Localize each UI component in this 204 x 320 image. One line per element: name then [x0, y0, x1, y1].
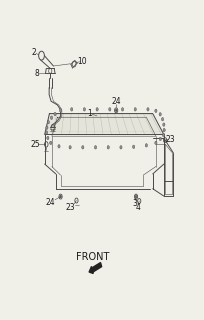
Circle shape [154, 109, 156, 113]
Text: 23: 23 [65, 203, 74, 212]
Circle shape [162, 123, 164, 126]
Circle shape [135, 195, 136, 198]
Circle shape [145, 144, 147, 147]
FancyArrow shape [89, 262, 101, 274]
Circle shape [121, 108, 123, 111]
Circle shape [119, 146, 121, 149]
Circle shape [162, 128, 164, 132]
Circle shape [107, 146, 109, 149]
Circle shape [133, 108, 136, 111]
Text: 2: 2 [32, 48, 37, 57]
Circle shape [54, 112, 56, 116]
Text: 8: 8 [34, 69, 39, 78]
Text: 4: 4 [135, 204, 140, 212]
Circle shape [45, 131, 48, 134]
Circle shape [49, 141, 52, 145]
Circle shape [108, 108, 110, 111]
Circle shape [45, 126, 48, 129]
Circle shape [115, 109, 116, 112]
Circle shape [94, 146, 96, 149]
Circle shape [59, 108, 61, 112]
Circle shape [83, 108, 85, 111]
Circle shape [158, 113, 161, 116]
Circle shape [47, 120, 49, 124]
Text: 24: 24 [45, 198, 55, 207]
Text: 1: 1 [87, 109, 92, 118]
Circle shape [159, 137, 161, 141]
Circle shape [95, 108, 98, 111]
Circle shape [132, 145, 134, 148]
Circle shape [47, 136, 49, 140]
Text: 10: 10 [77, 57, 87, 66]
Text: 23: 23 [165, 135, 174, 144]
Circle shape [81, 146, 83, 149]
Text: FRONT: FRONT [75, 252, 109, 262]
Text: 3: 3 [132, 199, 137, 208]
Circle shape [146, 108, 148, 111]
Circle shape [161, 117, 163, 121]
Circle shape [50, 116, 52, 119]
Text: 25: 25 [30, 140, 40, 149]
Circle shape [162, 133, 164, 137]
Circle shape [69, 146, 71, 149]
Circle shape [70, 108, 72, 111]
Circle shape [60, 195, 61, 198]
Text: 24: 24 [111, 97, 120, 106]
Circle shape [58, 145, 60, 148]
Circle shape [154, 141, 156, 145]
